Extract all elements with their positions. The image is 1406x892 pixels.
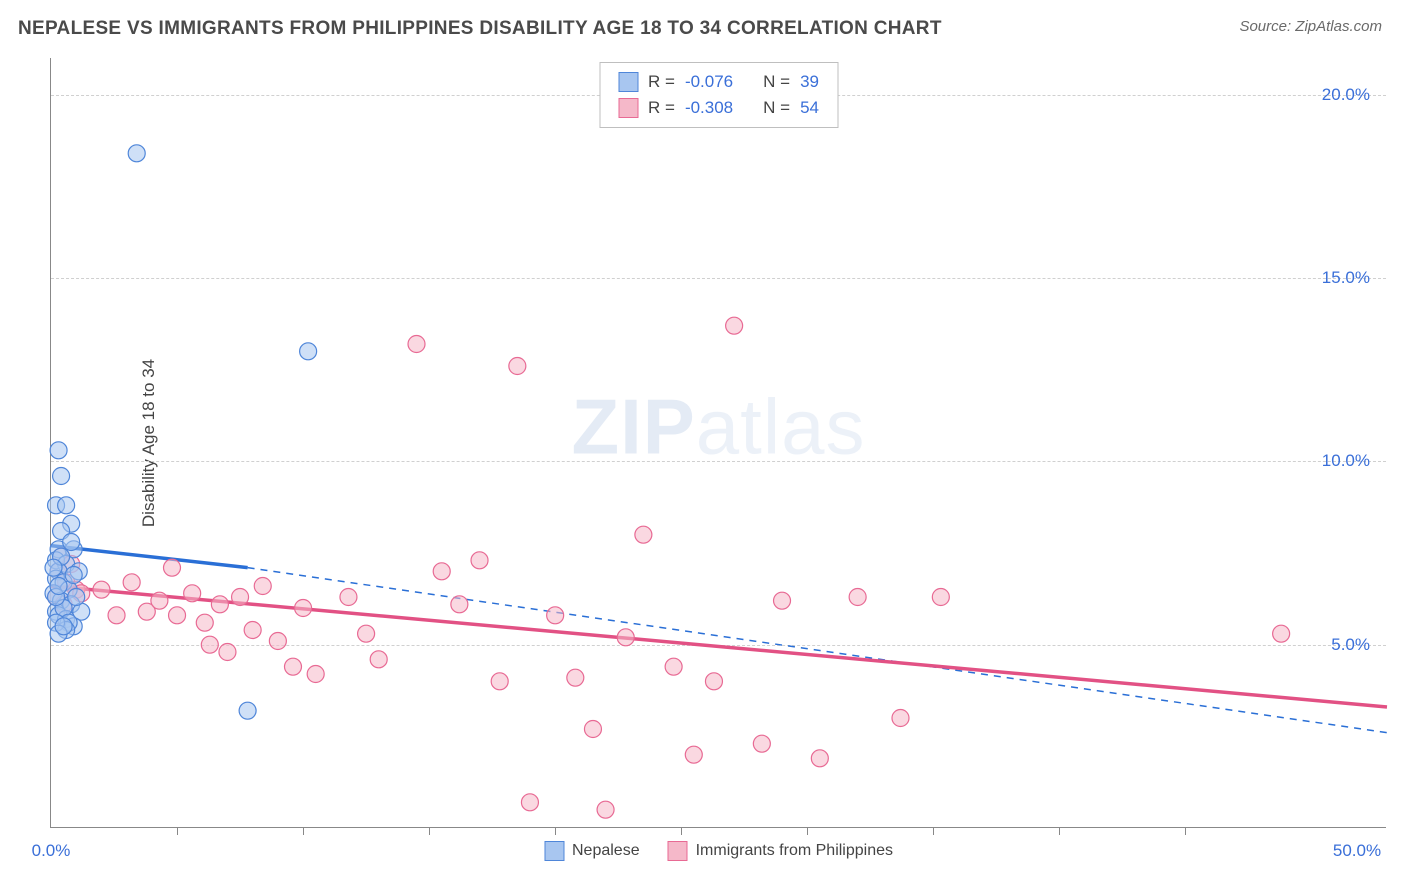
scatter-point xyxy=(597,801,614,818)
scatter-point xyxy=(58,497,75,514)
scatter-point xyxy=(685,746,702,763)
scatter-point xyxy=(53,468,70,485)
scatter-point xyxy=(50,578,67,595)
scatter-point xyxy=(63,534,80,551)
legend-label-philippines: Immigrants from Philippines xyxy=(696,842,893,860)
scatter-point xyxy=(408,336,425,353)
x-tick-label-min: 0.0% xyxy=(32,841,71,861)
correlation-legend: R = -0.076 N = 39 R = -0.308 N = 54 xyxy=(599,62,838,128)
scatter-point xyxy=(726,317,743,334)
scatter-point xyxy=(295,600,312,617)
scatter-point xyxy=(811,750,828,767)
chart-title: NEPALESE VS IMMIGRANTS FROM PHILIPPINES … xyxy=(18,18,942,40)
scatter-point xyxy=(1273,625,1290,642)
legend-item-philippines: Immigrants from Philippines xyxy=(668,841,893,861)
scatter-point xyxy=(753,735,770,752)
scatter-point xyxy=(665,658,682,675)
scatter-point xyxy=(358,625,375,642)
scatter-point xyxy=(433,563,450,580)
scatter-point xyxy=(239,702,256,719)
plot-area: Disability Age 18 to 34 ZIPatlas R = -0.… xyxy=(50,58,1386,828)
scatter-point xyxy=(491,673,508,690)
scatter-point xyxy=(184,585,201,602)
source-attribution: Source: ZipAtlas.com xyxy=(1239,18,1382,35)
scatter-point xyxy=(201,636,218,653)
scatter-point xyxy=(509,358,526,375)
series-legend: Nepalese Immigrants from Philippines xyxy=(544,841,893,861)
scatter-point xyxy=(547,607,564,624)
scatter-point xyxy=(128,145,145,162)
scatter-point xyxy=(169,607,186,624)
scatter-point xyxy=(232,589,249,606)
y-tick-label: 10.0% xyxy=(1322,451,1370,471)
y-tick-label: 20.0% xyxy=(1322,85,1370,105)
scatter-point xyxy=(584,721,601,738)
legend-swatch-blue xyxy=(618,72,638,92)
scatter-point xyxy=(108,607,125,624)
scatter-point xyxy=(705,673,722,690)
scatter-point xyxy=(50,442,67,459)
legend-swatch-blue xyxy=(544,841,564,861)
scatter-point xyxy=(55,618,72,635)
scatter-point xyxy=(849,589,866,606)
x-tick-label-max: 50.0% xyxy=(1333,841,1381,861)
scatter-point xyxy=(451,596,468,613)
scatter-point xyxy=(567,669,584,686)
legend-row-blue: R = -0.076 N = 39 xyxy=(618,69,819,95)
legend-label-nepalese: Nepalese xyxy=(572,842,640,860)
legend-row-pink: R = -0.308 N = 54 xyxy=(618,95,819,121)
legend-swatch-pink xyxy=(618,98,638,118)
scatter-points xyxy=(51,58,1386,827)
scatter-point xyxy=(635,526,652,543)
scatter-point xyxy=(521,794,538,811)
legend-swatch-pink xyxy=(668,841,688,861)
scatter-point xyxy=(163,559,180,576)
scatter-point xyxy=(254,578,271,595)
scatter-point xyxy=(196,614,213,631)
y-tick-label: 5.0% xyxy=(1331,635,1370,655)
legend-item-nepalese: Nepalese xyxy=(544,841,640,861)
scatter-point xyxy=(370,651,387,668)
scatter-point xyxy=(471,552,488,569)
y-tick-label: 15.0% xyxy=(1322,268,1370,288)
scatter-point xyxy=(65,567,82,584)
scatter-point xyxy=(269,633,286,650)
scatter-point xyxy=(307,666,324,683)
scatter-point xyxy=(340,589,357,606)
scatter-point xyxy=(244,622,261,639)
scatter-point xyxy=(151,592,168,609)
scatter-point xyxy=(932,589,949,606)
scatter-point xyxy=(892,710,909,727)
scatter-point xyxy=(123,574,140,591)
scatter-point xyxy=(93,581,110,598)
scatter-point xyxy=(774,592,791,609)
scatter-point xyxy=(617,629,634,646)
scatter-point xyxy=(211,596,228,613)
scatter-point xyxy=(45,559,62,576)
scatter-point xyxy=(68,589,85,606)
scatter-point xyxy=(284,658,301,675)
scatter-point xyxy=(300,343,317,360)
scatter-point xyxy=(219,644,236,661)
